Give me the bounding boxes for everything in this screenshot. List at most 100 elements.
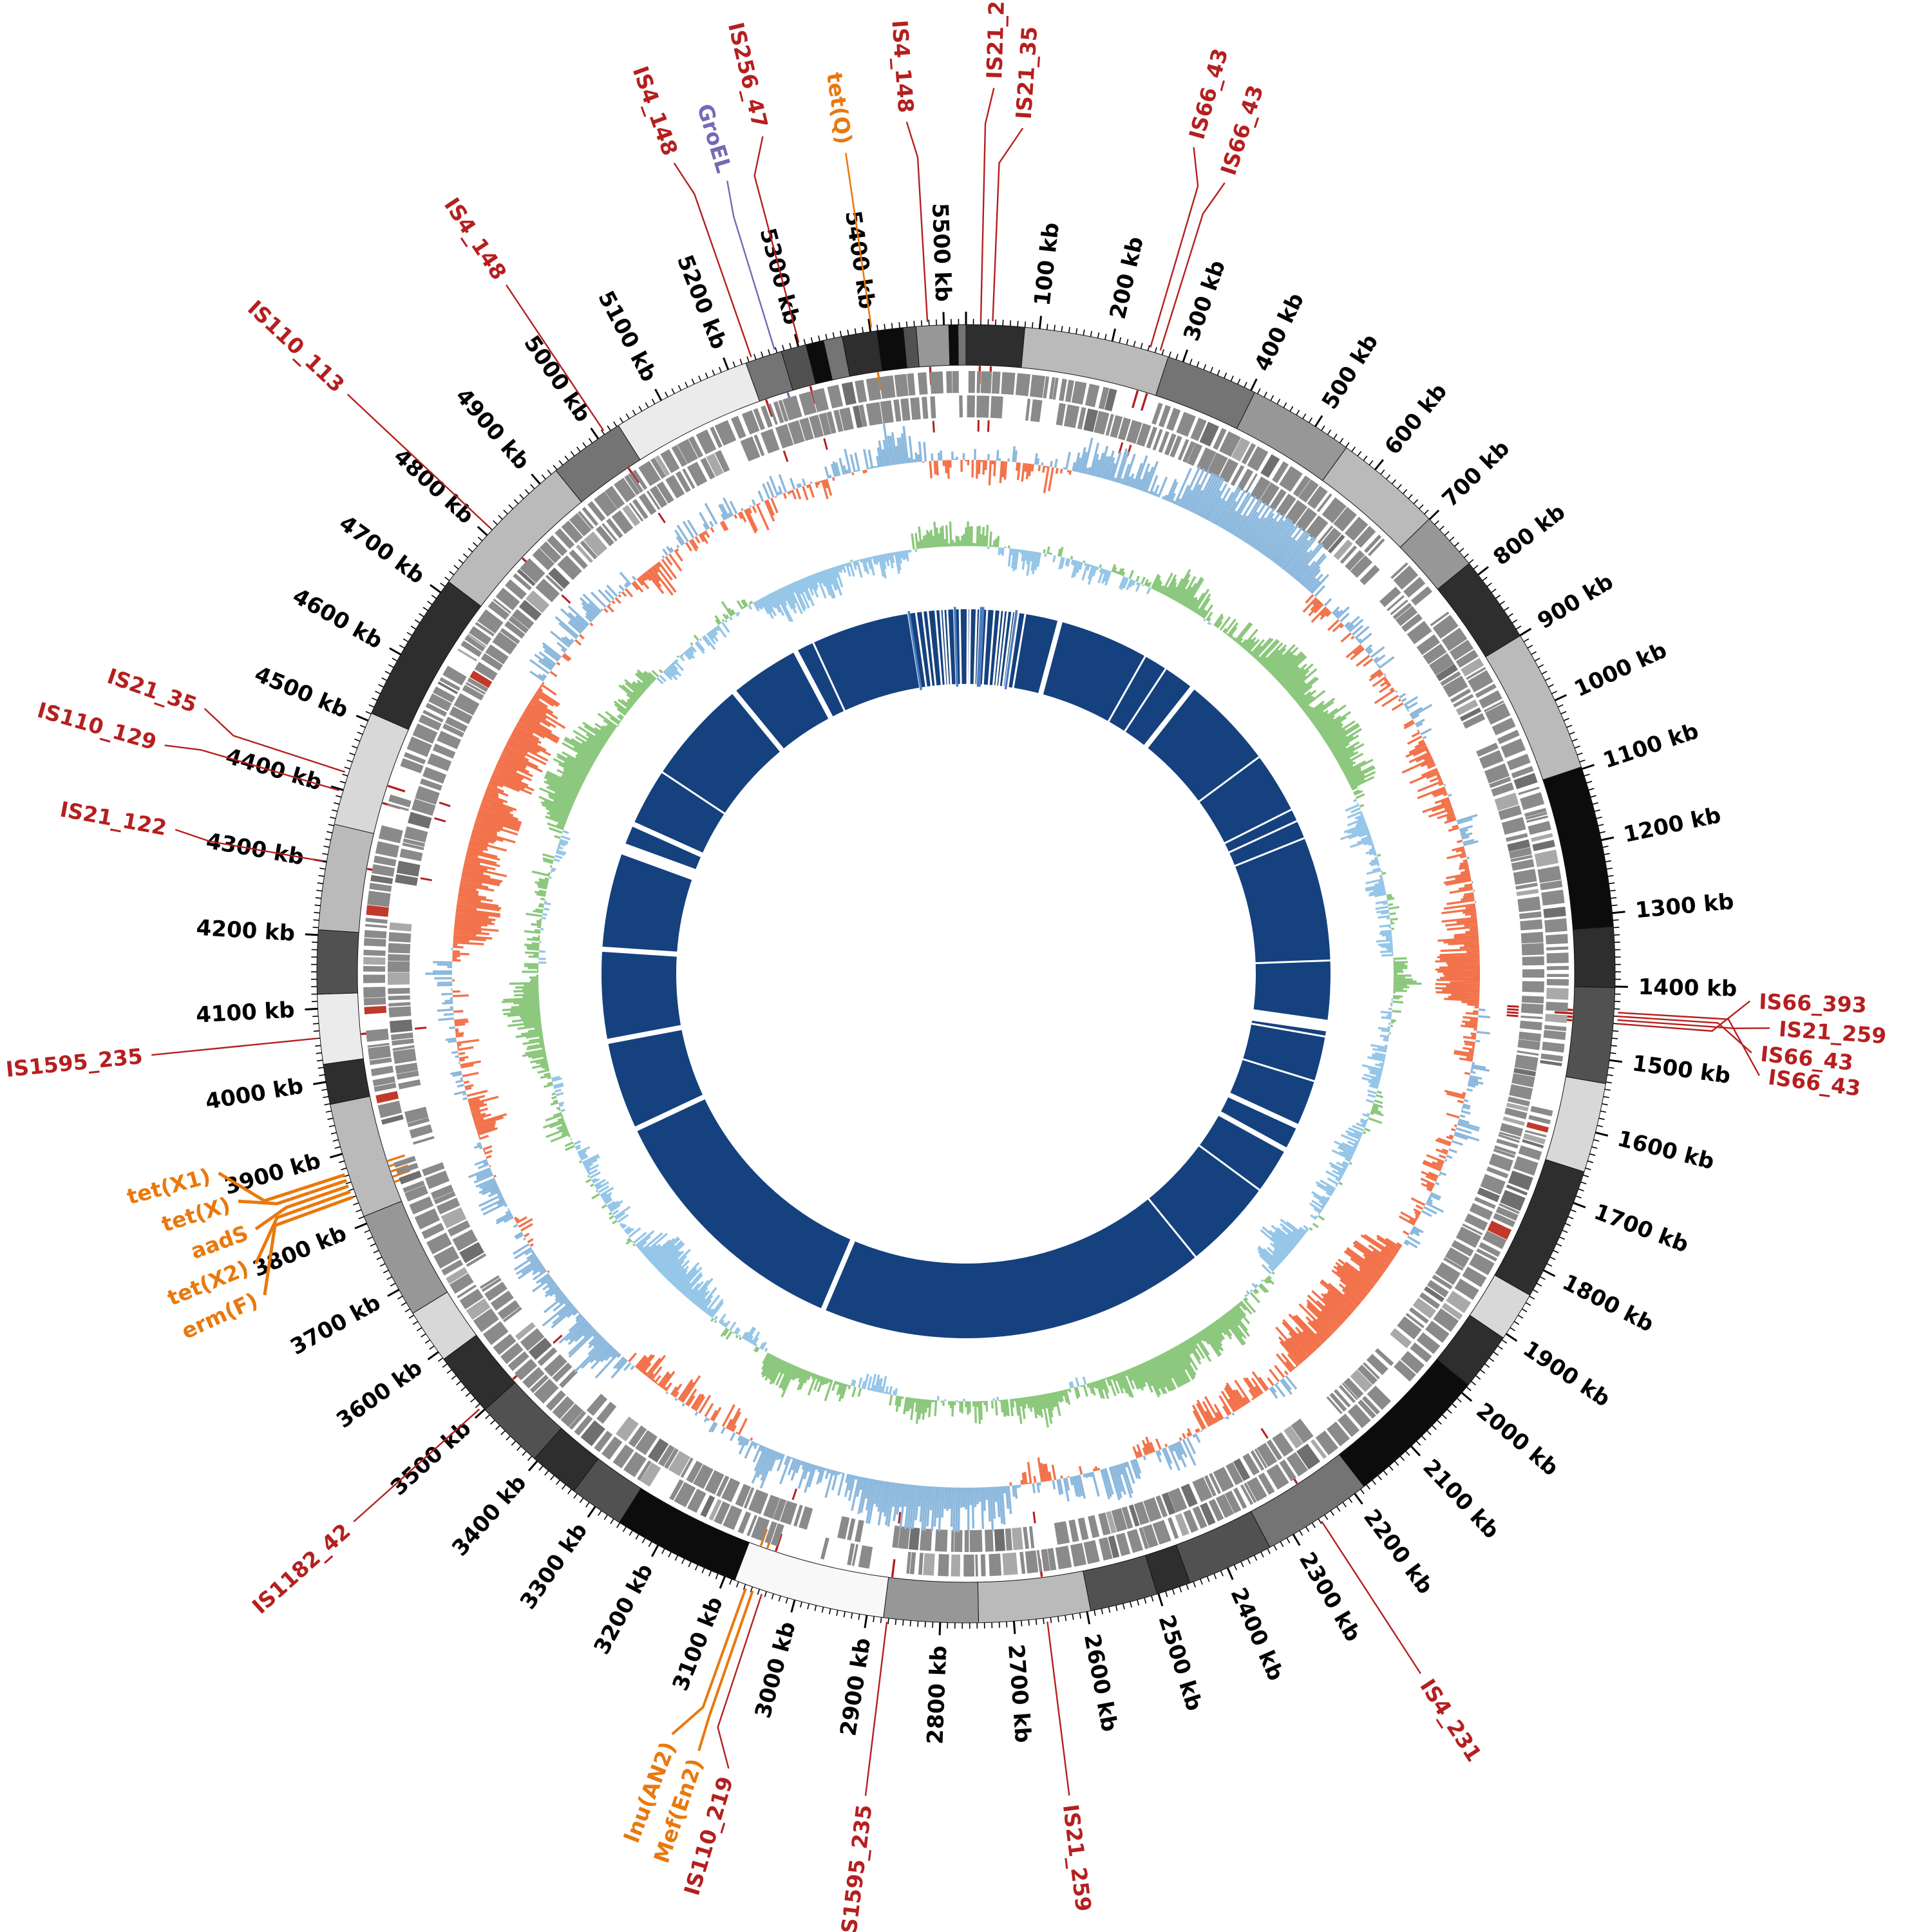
contig-segment bbox=[958, 324, 967, 366]
tick-label: 4400 kb bbox=[223, 743, 325, 796]
alignment-ring-body bbox=[601, 609, 1331, 1338]
annotation-label: IS110_113 bbox=[243, 296, 350, 398]
gc-skew-track-positive bbox=[501, 521, 1422, 1428]
annotation-label: IS4_148 bbox=[887, 19, 918, 114]
annotation-leader bbox=[254, 1184, 349, 1231]
annotation-leader bbox=[980, 88, 995, 321]
gc-content-track-negative bbox=[452, 459, 1481, 1486]
contig-segment bbox=[883, 1577, 980, 1624]
tick-label: 1800 kb bbox=[1558, 1269, 1658, 1338]
annotation-label: IS4_148 bbox=[628, 63, 683, 159]
gc-skew-track bbox=[501, 521, 1422, 1428]
contig-segment bbox=[316, 992, 364, 1065]
tick-label: 4700 kb bbox=[334, 510, 430, 589]
annotation-leader bbox=[204, 708, 345, 773]
tick-label: 2300 kb bbox=[1294, 1548, 1366, 1647]
tick-label: 4100 kb bbox=[195, 997, 295, 1028]
gene-bars bbox=[363, 437, 1569, 1577]
annotation-label: IS256_47 bbox=[723, 20, 773, 131]
tick-label: 3800 kb bbox=[249, 1220, 350, 1282]
tick-label: 1700 kb bbox=[1591, 1199, 1692, 1258]
annotation-leader bbox=[992, 128, 1024, 321]
annotation-label: IS21_259 bbox=[1058, 1803, 1097, 1913]
gc-skew-track-negative bbox=[538, 546, 1394, 1401]
gene-bars bbox=[364, 670, 1549, 1240]
gene-bars bbox=[363, 371, 1569, 1577]
gc-content-track-positive bbox=[425, 423, 1491, 1533]
tick-label: 800 kb bbox=[1488, 499, 1570, 571]
annotation-label: IS4_231 bbox=[1415, 1674, 1486, 1766]
annotation-label: IS1595_235 bbox=[835, 1803, 877, 1932]
annotation-leaders bbox=[151, 88, 1770, 1796]
contig-segment bbox=[334, 712, 410, 834]
gene-bars-track bbox=[363, 371, 1569, 1577]
tick-label: 100 kb bbox=[1030, 222, 1065, 307]
annotation-label: IS66_43 bbox=[1184, 46, 1233, 142]
tick-label: 400 kb bbox=[1249, 289, 1309, 375]
tick-label: 5000 kb bbox=[518, 331, 596, 427]
tick-label: 4500 kb bbox=[251, 661, 352, 724]
annotation-label: tet(Q) bbox=[822, 71, 857, 146]
annotation-label: IS1182_42 bbox=[247, 1519, 355, 1619]
annotation-leader bbox=[1617, 1016, 1752, 1054]
annotation-leader bbox=[717, 1593, 762, 1769]
tick-label: 5100 kb bbox=[592, 287, 661, 386]
tick-label: 3200 kb bbox=[589, 1560, 658, 1659]
tick-label: 2400 kb bbox=[1225, 1584, 1289, 1685]
contig-segment bbox=[1572, 926, 1616, 989]
tick-label: 1100 kb bbox=[1600, 718, 1701, 773]
annotation-leader bbox=[164, 744, 340, 791]
annotation-leader bbox=[1618, 1012, 1760, 1076]
annotation-label: IS4_148 bbox=[439, 193, 512, 285]
annotation-dash-inner bbox=[415, 420, 1519, 1524]
contig-segment bbox=[316, 929, 359, 995]
annotation-label: IS1595_235 bbox=[5, 1043, 144, 1082]
tick-label: 600 kb bbox=[1379, 379, 1452, 460]
tick-label: 2800 kb bbox=[922, 1645, 952, 1745]
annotation-leader bbox=[151, 1037, 317, 1056]
tick-label: 5400 kb bbox=[840, 209, 880, 311]
annotation-label: IS21_122 bbox=[58, 797, 169, 840]
annotation-label: GroEL bbox=[692, 101, 737, 176]
annotation-label: IS21_259 bbox=[1778, 1016, 1888, 1048]
contig-ring bbox=[316, 324, 1616, 1624]
tick-label: 2000 kb bbox=[1471, 1398, 1563, 1482]
tick-label: 3300 kb bbox=[515, 1519, 592, 1615]
annotation-label: IS21_288 bbox=[981, 0, 1010, 79]
tick-label: 3400 kb bbox=[447, 1470, 531, 1562]
annotation-leader bbox=[753, 136, 800, 343]
tick-label: 2500 kb bbox=[1153, 1612, 1208, 1714]
annotation-leader bbox=[845, 153, 873, 328]
tick-label: 5500 kb bbox=[927, 203, 956, 303]
alignment-gaps-medium bbox=[600, 618, 1301, 1313]
contig-segment bbox=[876, 327, 907, 372]
annotation-leader bbox=[175, 829, 323, 862]
tick-label: 3100 kb bbox=[668, 1593, 728, 1694]
tick-label: 1600 kb bbox=[1615, 1126, 1717, 1175]
tick-label: 1400 kb bbox=[1638, 974, 1737, 1002]
annotation-label: IS66_393 bbox=[1759, 989, 1868, 1018]
contig-segment bbox=[977, 1570, 1092, 1624]
contig-segment bbox=[1542, 766, 1614, 930]
gc-content-track bbox=[425, 423, 1491, 1533]
annotation-leader bbox=[353, 1408, 480, 1522]
annotation-leader bbox=[1321, 1520, 1422, 1674]
tick-label: 5200 kb bbox=[672, 251, 732, 352]
tick-label: 1900 kb bbox=[1519, 1336, 1615, 1412]
contig-segment bbox=[1545, 1076, 1606, 1173]
annotation-label: IS21_35 bbox=[104, 663, 200, 717]
annotation-leader bbox=[254, 1190, 351, 1265]
tick-label: 4800 kb bbox=[388, 444, 478, 529]
annotation-leader bbox=[506, 284, 605, 431]
alignment-light-stripes bbox=[907, 607, 1018, 690]
alignment-gaps-wide bbox=[619, 842, 1331, 1032]
annotation-leader bbox=[671, 1587, 747, 1736]
annotation-leader bbox=[673, 162, 752, 357]
alignment-ring bbox=[600, 606, 1333, 1338]
annotation-leader bbox=[218, 1171, 346, 1203]
tick-label: 3500 kb bbox=[386, 1416, 477, 1501]
tick-label: 4000 kb bbox=[204, 1073, 305, 1115]
tick-label: 1200 kb bbox=[1621, 802, 1723, 848]
contig-segment bbox=[948, 324, 959, 366]
